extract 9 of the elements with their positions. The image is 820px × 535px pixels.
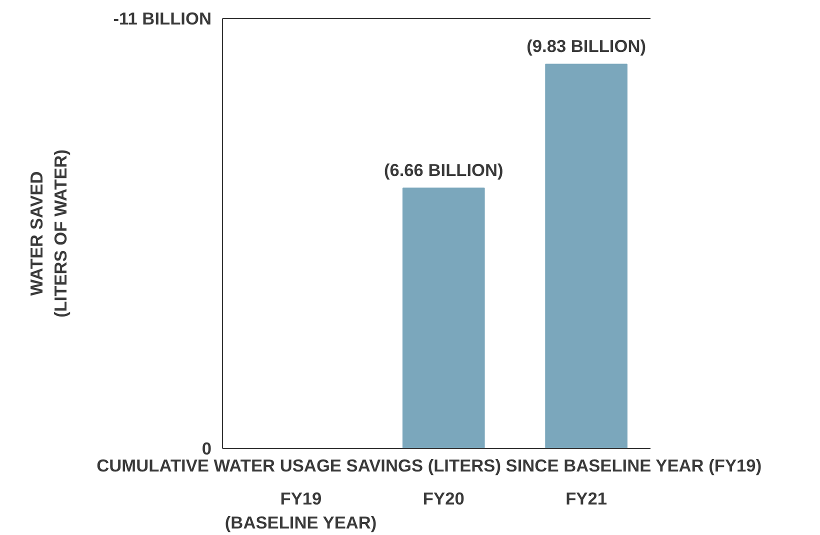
- x-tick-label: FY19 (BASELINE YEAR): [224, 488, 377, 532]
- y-axis-title: WATER SAVED (LITERS OF WATER): [26, 149, 70, 318]
- y-tick-label: 0: [202, 438, 212, 458]
- data-label: (6.66 BILLION): [384, 160, 504, 180]
- data-label: (9.83 BILLION): [526, 36, 646, 56]
- x-axis-title: CUMULATIVE WATER USAGE SAVINGS (LITERS) SINCE BASELINE YEAR (FY19): [96, 456, 762, 476]
- x-tick-label: FY20: [422, 488, 464, 508]
- x-tick-label: FY21: [566, 488, 608, 508]
- y-tick-label: -11 BILLION: [113, 8, 212, 28]
